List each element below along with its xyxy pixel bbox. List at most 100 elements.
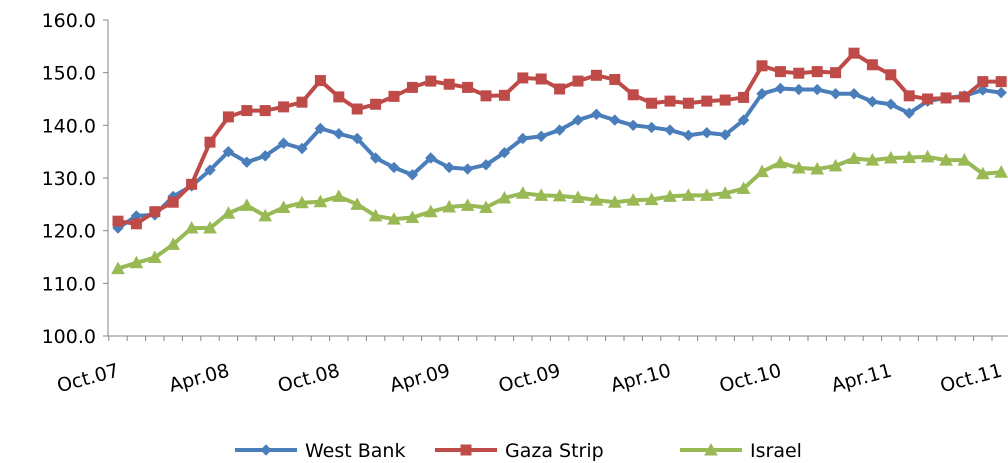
marker	[774, 82, 787, 95]
marker	[296, 142, 308, 155]
marker	[535, 73, 547, 85]
marker	[977, 84, 989, 96]
marker	[664, 124, 676, 136]
marker	[480, 90, 492, 102]
y-tick-label: 110.0	[42, 273, 96, 295]
marker	[719, 129, 731, 141]
marker	[811, 83, 823, 96]
legend-marker	[260, 444, 272, 456]
y-tick-label: 120.0	[42, 221, 96, 243]
series-line	[117, 154, 1002, 271]
marker	[552, 188, 567, 202]
marker	[204, 164, 216, 176]
marker	[554, 83, 566, 95]
legend-label: West Bank	[305, 440, 405, 462]
marker	[534, 188, 549, 201]
marker	[351, 132, 363, 145]
marker	[645, 121, 658, 134]
marker	[276, 200, 291, 213]
marker	[425, 75, 437, 87]
x-tick-label: Apr.10	[608, 360, 673, 397]
marker	[644, 192, 659, 206]
series	[112, 47, 1007, 230]
marker	[314, 122, 327, 135]
marker	[701, 126, 713, 139]
marker	[590, 69, 602, 81]
marker	[828, 158, 843, 172]
marker	[738, 91, 750, 103]
marker	[646, 97, 658, 109]
marker	[885, 98, 897, 110]
marker	[663, 189, 677, 202]
marker	[755, 164, 769, 178]
marker	[149, 206, 161, 218]
marker	[369, 152, 382, 164]
marker	[627, 119, 639, 132]
marker	[350, 197, 365, 210]
marker	[259, 150, 271, 162]
legend-marker	[704, 442, 718, 456]
marker	[865, 153, 880, 166]
marker	[425, 152, 437, 164]
marker	[370, 98, 382, 110]
marker	[166, 237, 181, 250]
x-tick-label: Apr.09	[388, 360, 453, 397]
marker	[957, 153, 972, 166]
marker	[681, 188, 696, 201]
marker	[368, 208, 383, 222]
marker	[903, 107, 915, 119]
marker	[239, 198, 254, 211]
marker	[462, 81, 474, 93]
marker	[443, 161, 455, 174]
marker	[222, 111, 234, 123]
marker	[774, 66, 786, 78]
marker	[259, 105, 271, 117]
x-tick-label: Oct.08	[275, 360, 342, 398]
marker	[609, 74, 621, 86]
marker	[975, 166, 990, 180]
marker	[903, 90, 915, 102]
marker	[278, 101, 290, 113]
marker	[479, 200, 493, 213]
marker	[498, 147, 511, 159]
marker	[480, 159, 492, 171]
marker	[885, 69, 897, 81]
marker	[517, 72, 529, 84]
x-tick-label: Apr.11	[829, 360, 894, 397]
legend-label: Israel	[750, 440, 802, 462]
marker	[222, 145, 235, 158]
marker	[756, 88, 768, 100]
marker	[258, 208, 273, 222]
marker	[737, 114, 750, 126]
marker	[811, 66, 823, 78]
marker	[296, 96, 308, 108]
marker	[406, 169, 419, 181]
marker	[186, 178, 198, 190]
y-tick-label: 150.0	[42, 63, 96, 85]
marker	[277, 137, 290, 149]
marker	[940, 92, 952, 104]
y-tick-label: 140.0	[42, 115, 96, 137]
marker	[830, 67, 842, 79]
marker	[111, 261, 125, 275]
marker	[498, 89, 510, 101]
marker	[112, 215, 124, 227]
marker	[866, 59, 878, 71]
series	[111, 149, 1008, 275]
marker	[883, 150, 898, 164]
marker	[994, 165, 1008, 178]
marker	[866, 95, 879, 108]
marker	[791, 160, 806, 174]
y-tick-label: 100.0	[42, 326, 96, 348]
marker	[718, 186, 733, 199]
marker	[515, 186, 530, 199]
marker	[517, 132, 529, 145]
marker	[977, 76, 989, 88]
legend-marker	[460, 444, 472, 456]
marker	[756, 60, 768, 72]
marker	[902, 150, 917, 163]
marker	[443, 78, 455, 90]
x-tick-label: Oct.07	[55, 360, 122, 398]
marker	[848, 88, 860, 100]
marker	[995, 86, 1007, 99]
